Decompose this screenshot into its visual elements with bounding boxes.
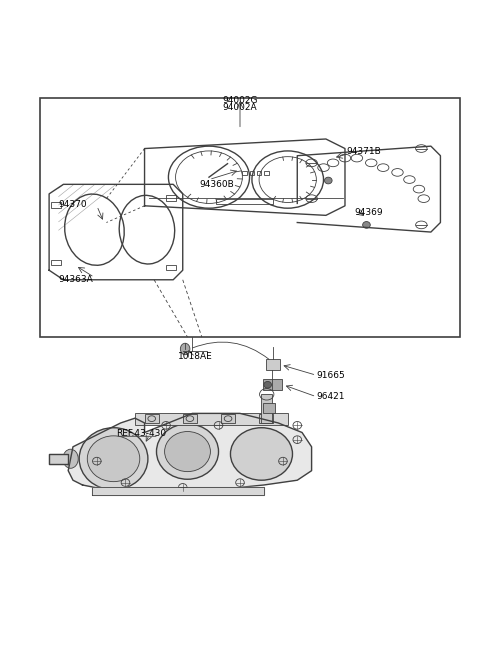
Text: REF.43-430: REF.43-430 <box>116 429 166 438</box>
Text: 94363A: 94363A <box>59 275 94 284</box>
Text: 1018AE: 1018AE <box>178 352 213 361</box>
Ellipse shape <box>180 343 190 355</box>
Ellipse shape <box>79 428 148 490</box>
Polygon shape <box>92 487 264 495</box>
Bar <box>135 413 288 425</box>
Bar <box>264 171 269 175</box>
Text: 94002A: 94002A <box>223 103 257 112</box>
Bar <box>266 358 280 371</box>
Bar <box>257 171 262 175</box>
Bar <box>51 202 61 208</box>
Bar <box>39 98 459 337</box>
Polygon shape <box>49 454 68 464</box>
Ellipse shape <box>63 449 78 468</box>
Bar <box>216 198 274 204</box>
Ellipse shape <box>230 428 292 480</box>
Text: 96421: 96421 <box>316 392 345 402</box>
Text: 94371B: 94371B <box>346 147 381 157</box>
Ellipse shape <box>324 177 332 184</box>
Bar <box>259 415 274 423</box>
Polygon shape <box>68 413 312 495</box>
Bar <box>262 394 272 423</box>
Ellipse shape <box>156 424 218 479</box>
Text: 94369: 94369 <box>355 208 383 217</box>
Text: 94002G: 94002G <box>222 96 258 105</box>
Ellipse shape <box>264 381 272 388</box>
Bar <box>250 171 254 175</box>
Ellipse shape <box>165 432 210 472</box>
Text: 94370: 94370 <box>59 200 87 209</box>
Bar <box>144 415 159 423</box>
Text: 91665: 91665 <box>316 371 345 380</box>
Text: 94360B: 94360B <box>199 180 234 189</box>
Bar <box>51 260 61 265</box>
Bar <box>263 403 275 413</box>
Ellipse shape <box>87 436 140 481</box>
Ellipse shape <box>363 221 370 228</box>
Bar <box>221 415 235 423</box>
Bar <box>263 379 282 390</box>
Bar <box>166 265 176 271</box>
Bar <box>183 415 197 423</box>
Bar <box>242 171 247 175</box>
Bar <box>166 195 176 201</box>
